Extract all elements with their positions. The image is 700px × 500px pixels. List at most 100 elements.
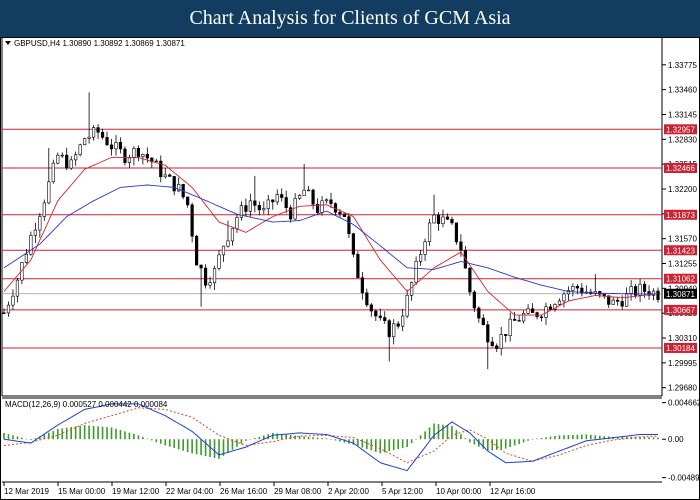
candle-body — [168, 174, 172, 177]
macd-hist-bar — [388, 439, 391, 452]
candle-body — [239, 205, 244, 218]
macd-hist-bar — [401, 439, 404, 449]
level-tags: 1.32957 1.32466 1.31873 1.31423 1.31062 1.306… — [664, 124, 697, 353]
macd-hist-bar — [500, 439, 503, 450]
candle-body — [383, 317, 387, 321]
macd-hist-bar — [491, 439, 494, 451]
macd-hist-bar — [263, 435, 265, 440]
macd-hist-bar — [495, 439, 498, 450]
candle-body — [141, 154, 145, 157]
candle-body — [96, 127, 100, 133]
candle-body — [401, 315, 405, 327]
macd-hist-bar — [110, 427, 113, 440]
macd-hist-bar — [433, 423, 435, 440]
macd-hist-bar — [289, 435, 292, 440]
macd-hist-bar — [563, 435, 565, 440]
candle-body — [65, 154, 69, 169]
price-tick-label: 1.33460 — [668, 86, 697, 95]
banner-title: Chart Analysis for Clients of GCM Asia — [189, 7, 511, 29]
candle-body — [11, 295, 15, 306]
macd-hist-bar — [47, 432, 50, 440]
macd-hist-bar — [124, 431, 126, 440]
macd-hist-bar — [616, 436, 619, 440]
macd-hist-bar — [334, 439, 337, 441]
level-tag-label: 1.31062 — [666, 275, 695, 284]
candle-body — [83, 138, 87, 146]
macd-hist-bar — [415, 439, 417, 440]
candle-body — [38, 216, 42, 231]
macd-hist-bar — [115, 428, 117, 440]
macd-hist-bar — [285, 434, 288, 440]
candles — [2, 92, 660, 370]
candle-body — [530, 308, 535, 313]
chart-frame — [0, 37, 700, 500]
macd-hist-bar — [12, 435, 14, 440]
candle-body — [620, 301, 624, 307]
macd-hist-bar — [79, 425, 81, 440]
macd-hist-bar — [545, 437, 547, 440]
candle-body — [315, 203, 320, 213]
candle-body — [15, 279, 20, 297]
macd-hist-bar — [374, 439, 377, 452]
candle-body — [136, 147, 140, 157]
macd-hist-bar — [34, 438, 37, 440]
price-tick-label: 1.29680 — [668, 384, 697, 393]
macd-hist-bar — [585, 434, 588, 440]
macd-tick-label: 0.004662 — [668, 399, 700, 408]
macd-hist-bar — [92, 425, 95, 440]
candle-body — [374, 310, 378, 317]
macd-hist-bar — [3, 432, 5, 440]
candle-body — [100, 131, 105, 138]
current-price-label: 1.30871 — [666, 290, 695, 299]
macd-hist-bar — [52, 430, 55, 440]
candle-body — [257, 205, 261, 211]
macd-hist-bar — [21, 437, 23, 440]
macd-hist-bar — [101, 426, 104, 440]
candle-body — [123, 148, 127, 163]
macd-hist-bar — [540, 437, 543, 440]
price-chart: 1.337751.334601.331451.328301.325151.322… — [0, 37, 700, 500]
macd-hist-bar — [648, 437, 650, 440]
macd-signal-line — [3, 407, 659, 464]
macd-hist-bar — [352, 439, 355, 445]
macd-hist-bar — [357, 439, 359, 447]
current-price-tag-box — [664, 288, 697, 299]
macd-hist-bar — [316, 437, 319, 440]
candle-body — [199, 264, 203, 269]
ma-fast-line — [3, 156, 659, 316]
macd-hist-bar — [657, 437, 659, 440]
macd-hist-bar — [133, 433, 135, 440]
candle-body — [607, 295, 611, 305]
macd-hist-bar — [518, 439, 520, 444]
macd-hist-bar — [451, 425, 453, 440]
candle-body — [132, 147, 136, 159]
macd-hist-bar — [581, 434, 583, 440]
candle-body — [91, 127, 96, 138]
time-tick-label: 5 Apr 12:00 — [382, 487, 423, 496]
macd-hist-bar — [7, 434, 10, 440]
macd-hist-bar — [504, 439, 507, 449]
candle-body — [656, 290, 660, 300]
macd-hist-bar — [478, 439, 480, 447]
candle-body — [495, 345, 499, 349]
candle-body — [221, 245, 226, 256]
candle-body — [60, 154, 64, 157]
macd-hist-bar — [204, 439, 207, 457]
macd-hist-bar — [271, 432, 274, 440]
header-arrow-icon — [5, 41, 11, 45]
macd-hist-bar — [531, 439, 534, 440]
level-tag-box — [664, 124, 697, 135]
price-tick-label: 1.29995 — [668, 359, 697, 368]
candle-body — [441, 216, 445, 224]
candle-body — [517, 320, 521, 322]
level-tag-label: 1.31873 — [666, 211, 695, 220]
macd-hist-bar — [56, 429, 59, 440]
macd-hist-bar — [366, 439, 368, 450]
macd-hist-bar — [168, 439, 171, 447]
time-tick-label: 19 Mar 12:00 — [112, 487, 160, 496]
candle-body — [405, 294, 409, 317]
macd-hist-bar — [191, 439, 193, 454]
macd-hist-bar — [567, 435, 570, 440]
candle-body — [280, 194, 284, 198]
candle-body — [459, 241, 463, 251]
